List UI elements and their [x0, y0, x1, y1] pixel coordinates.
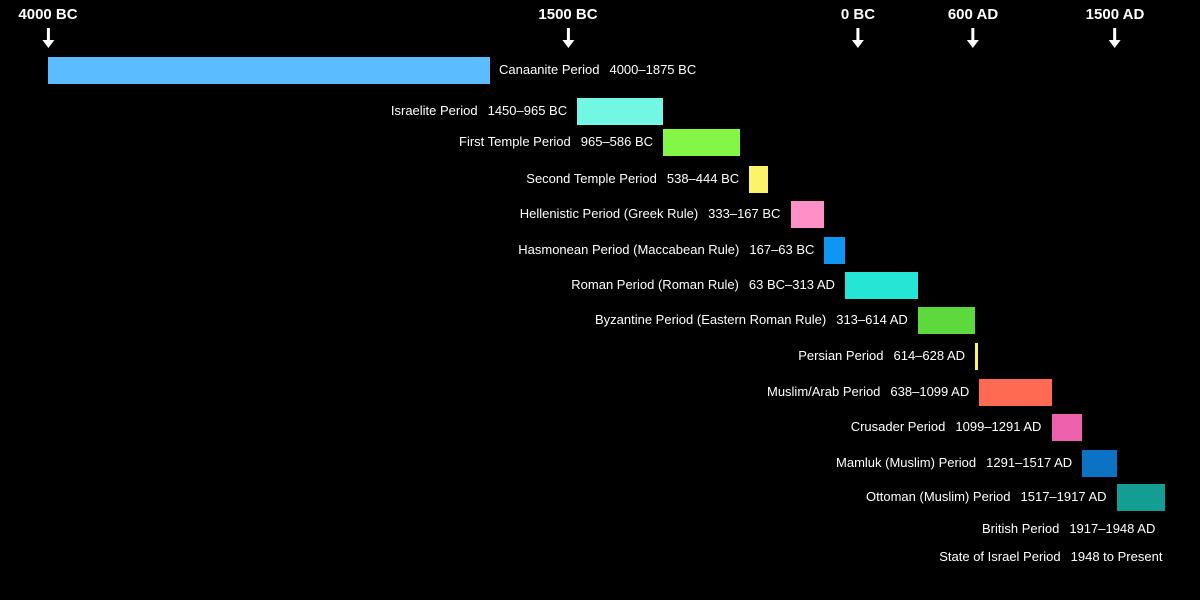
- period-name: Roman Period (Roman Rule): [571, 277, 739, 292]
- period-name: Muslim/Arab Period: [766, 384, 881, 399]
- period-name: First Temple Period: [459, 134, 571, 149]
- period-dates: 1517–1917 AD: [1020, 489, 1107, 504]
- axis-marker: 1500 BC: [538, 6, 598, 48]
- period-dates: 614–628 AD: [893, 348, 966, 363]
- period-bar: [1051, 413, 1082, 441]
- period-label: Israelite Period 1450–965 BC: [391, 103, 567, 119]
- period-dates: 333–167 BC: [708, 206, 781, 221]
- axis-marker-label: 1500 AD: [1085, 6, 1145, 23]
- down-arrow-icon: [41, 28, 54, 48]
- period-name: Persian Period: [798, 348, 884, 363]
- axis-marker: 1500 AD: [1085, 6, 1145, 48]
- period-bar: [576, 97, 663, 125]
- axis-marker: 600 AD: [948, 6, 998, 48]
- period-bar: [917, 306, 976, 334]
- axis-marker-label: 0 BC: [840, 6, 876, 23]
- period-name: Israelite Period: [390, 103, 478, 118]
- period-bar: [978, 378, 1052, 406]
- period-label: State of Israel Period 1948 to Present: [939, 549, 1162, 565]
- period-name: State of Israel Period: [939, 549, 1061, 564]
- period-name: Ottoman (Muslim) Period: [866, 489, 1011, 504]
- period-dates: 1099–1291 AD: [955, 419, 1042, 434]
- period-bar: [790, 200, 825, 228]
- period-name: Mamluk (Muslim) Period: [836, 455, 977, 470]
- period-name: Hasmonean Period (Maccabean Rule): [518, 242, 740, 257]
- period-bar: [1117, 483, 1165, 511]
- period-name: Byzantine Period (Eastern Roman Rule): [594, 312, 827, 327]
- axis-marker-label: 1500 BC: [538, 6, 598, 23]
- period-bar: [663, 128, 740, 156]
- down-arrow-icon: [1109, 28, 1121, 48]
- period-label: Hasmonean Period (Maccabean Rule) 167–63 …: [518, 242, 814, 258]
- period-dates: 313–614 AD: [836, 312, 908, 327]
- period-bar: [1082, 449, 1118, 477]
- period-label: Byzantine Period (Eastern Roman Rule) 313…: [595, 312, 908, 328]
- period-dates: 4000–1875 BC: [609, 62, 697, 77]
- period-dates: 1948 to Present: [1070, 549, 1163, 564]
- period-label: Persian Period 614–628 AD: [798, 348, 965, 364]
- down-arrow-icon: [561, 28, 574, 48]
- period-dates: 63 BC–313 AD: [748, 277, 835, 292]
- period-bar: [824, 236, 846, 264]
- period-dates: 1450–965 BC: [487, 103, 568, 118]
- axis-marker-label: 4000 BC: [18, 6, 78, 23]
- period-name: Second Temple Period: [526, 171, 657, 186]
- period-label: Canaanite Period 4000–1875 BC: [499, 62, 696, 78]
- period-bar: [749, 165, 769, 193]
- period-label: Mamluk (Muslim) Period 1291–1517 AD: [836, 455, 1072, 471]
- period-bar: [845, 271, 918, 299]
- axis-marker: 4000 BC: [18, 6, 78, 48]
- period-label: Roman Period (Roman Rule) 63 BC–313 AD: [571, 277, 835, 293]
- period-label: Crusader Period 1099–1291 AD: [851, 419, 1042, 435]
- period-dates: 167–63 BC: [749, 242, 815, 257]
- period-name: Hellenistic Period (Greek Rule): [519, 206, 699, 221]
- period-label: Muslim/Arab Period 638–1099 AD: [767, 384, 969, 400]
- period-label: Hellenistic Period (Greek Rule) 333–167 B…: [520, 206, 781, 222]
- period-name: Canaanite Period: [499, 62, 600, 77]
- period-name: Crusader Period: [850, 419, 946, 434]
- axis-marker: 0 BC: [841, 6, 875, 48]
- down-arrow-icon: [967, 28, 979, 48]
- period-label: British Period 1917–1948 AD: [982, 521, 1155, 537]
- period-dates: 1291–1517 AD: [986, 455, 1073, 470]
- period-bar: [975, 342, 979, 370]
- period-bar: [48, 56, 490, 84]
- period-dates: 538–444 BC: [666, 171, 740, 186]
- period-label: Second Temple Period 538–444 BC: [526, 171, 739, 187]
- axis-marker-label: 600 AD: [947, 6, 999, 23]
- down-arrow-icon: [852, 28, 864, 48]
- period-dates: 638–1099 AD: [890, 384, 970, 399]
- period-label: First Temple Period 965–586 BC: [459, 134, 653, 150]
- period-name: British Period: [982, 521, 1060, 536]
- period-dates: 1917–1948 AD: [1069, 521, 1156, 536]
- period-dates: 965–586 BC: [580, 134, 654, 149]
- period-label: Ottoman (Muslim) Period 1517–1917 AD: [866, 489, 1107, 505]
